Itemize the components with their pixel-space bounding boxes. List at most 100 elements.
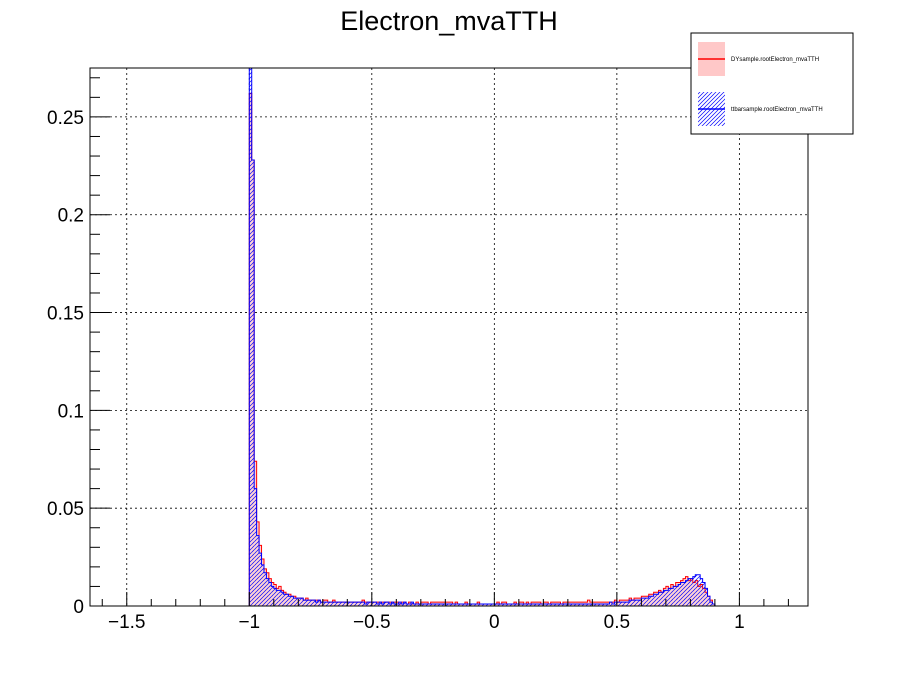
histogram-bin bbox=[597, 604, 600, 606]
y-tick-label: 0.25 bbox=[47, 108, 84, 129]
histogram-bin bbox=[540, 604, 544, 606]
histogram-bin bbox=[398, 602, 402, 606]
histogram-bin bbox=[594, 604, 598, 606]
legend: DYsample.rootElectron_mvaTTH ttbarsample… bbox=[690, 32, 854, 135]
histogram-bin bbox=[577, 604, 581, 606]
histogram-bin bbox=[599, 604, 603, 606]
histogram-bin bbox=[472, 604, 475, 606]
histogram-bin bbox=[690, 578, 693, 606]
histogram-bin bbox=[558, 604, 561, 606]
histogram-bin bbox=[256, 535, 260, 606]
histogram-bin bbox=[521, 604, 524, 606]
histogram-bin bbox=[281, 592, 284, 606]
histogram-bin bbox=[685, 580, 688, 606]
plot-area bbox=[90, 68, 808, 606]
histogram-bin bbox=[646, 598, 649, 606]
histogram-bin bbox=[648, 596, 652, 606]
histogram-bin bbox=[457, 604, 461, 606]
histogram-bin bbox=[656, 594, 659, 606]
series-outline bbox=[248, 68, 716, 606]
legend-label-dy: DYsample.rootElectron_mvaTTH bbox=[731, 57, 819, 63]
histogram-bin bbox=[362, 602, 365, 606]
histogram-bin bbox=[384, 602, 387, 606]
x-tick-label: −1.5 bbox=[108, 612, 146, 633]
histogram-bin bbox=[616, 602, 620, 606]
histogram-bin bbox=[491, 604, 495, 606]
histogram-bin bbox=[349, 602, 353, 606]
y-tick-label: 0.15 bbox=[47, 304, 84, 325]
histogram-bin bbox=[565, 604, 568, 606]
histogram-bin bbox=[433, 604, 436, 606]
histogram-bin bbox=[604, 604, 608, 606]
histogram-bin bbox=[494, 604, 497, 606]
histogram-bin bbox=[712, 604, 715, 606]
histogram-bin bbox=[369, 602, 372, 606]
histogram-bin bbox=[354, 602, 358, 606]
histogram-bin bbox=[386, 602, 389, 606]
histogram-bin bbox=[442, 604, 446, 606]
histogram-bin bbox=[261, 564, 264, 606]
histogram-bin bbox=[447, 604, 451, 606]
histogram-bin bbox=[440, 604, 443, 606]
histogram-bin bbox=[543, 604, 546, 606]
histogram-bin bbox=[489, 604, 492, 606]
histogram-bin bbox=[401, 604, 404, 606]
histogram-bin bbox=[305, 600, 309, 606]
histogram-bin bbox=[467, 604, 470, 606]
histogram-bin bbox=[626, 602, 630, 606]
histogram-bin bbox=[624, 602, 627, 606]
histogram-bin bbox=[408, 604, 412, 606]
x-axis: −1.5 −1 −0.5 0 0.5 1 bbox=[101, 592, 789, 633]
x-tick-label: −0.5 bbox=[353, 612, 391, 633]
histogram-bin bbox=[700, 578, 703, 606]
histogram-bin bbox=[484, 604, 487, 606]
histogram-bin bbox=[702, 582, 706, 606]
histogram-bin bbox=[403, 602, 407, 606]
series-0 bbox=[248, 92, 716, 606]
histogram-bin bbox=[303, 600, 306, 606]
histogram-bin bbox=[619, 602, 622, 606]
histogram-bin bbox=[428, 604, 431, 606]
x-tick-label: −1 bbox=[238, 612, 260, 633]
histogram-bin bbox=[562, 604, 566, 606]
histogram-bin bbox=[570, 604, 573, 606]
histogram-bin bbox=[634, 600, 637, 606]
histogram-bin bbox=[327, 602, 331, 606]
histogram-bin bbox=[673, 586, 676, 606]
series-1 bbox=[248, 68, 716, 606]
histogram-bin bbox=[658, 592, 661, 606]
histogram-bin bbox=[300, 598, 304, 606]
histogram-bin bbox=[611, 604, 615, 606]
histogram-bin bbox=[567, 604, 571, 606]
histogram-bin bbox=[560, 604, 563, 606]
histogram-bin bbox=[455, 604, 458, 606]
histogram-bin bbox=[464, 604, 468, 606]
histogram-bin bbox=[479, 604, 483, 606]
y-tick-label: 0.1 bbox=[58, 401, 84, 422]
histogram-bin bbox=[651, 596, 654, 606]
histogram-bin bbox=[359, 602, 363, 606]
histogram-bin bbox=[381, 604, 385, 606]
histogram-bin bbox=[376, 604, 380, 606]
y-tick-label: 0.05 bbox=[47, 499, 84, 520]
histogram-bin bbox=[660, 592, 664, 606]
histogram-bin bbox=[450, 604, 453, 606]
histogram-bin bbox=[352, 602, 355, 606]
histogram-bin bbox=[339, 602, 343, 606]
histogram-bin bbox=[582, 604, 586, 606]
histogram-bin bbox=[423, 604, 426, 606]
histogram-bin bbox=[413, 604, 416, 606]
grid bbox=[90, 68, 808, 606]
histogram-bin bbox=[482, 604, 485, 606]
plot-frame bbox=[89, 67, 809, 607]
histogram-bin bbox=[273, 588, 277, 606]
histogram-bin bbox=[283, 594, 287, 606]
histogram-bin bbox=[366, 602, 370, 606]
histogram-bin bbox=[406, 604, 409, 606]
histogram-bin bbox=[293, 598, 296, 606]
histogram-bin bbox=[344, 602, 348, 606]
histogram-bin bbox=[425, 604, 429, 606]
histogram-bin bbox=[526, 604, 529, 606]
histogram-bin bbox=[707, 596, 710, 606]
histogram-bin bbox=[513, 604, 517, 606]
